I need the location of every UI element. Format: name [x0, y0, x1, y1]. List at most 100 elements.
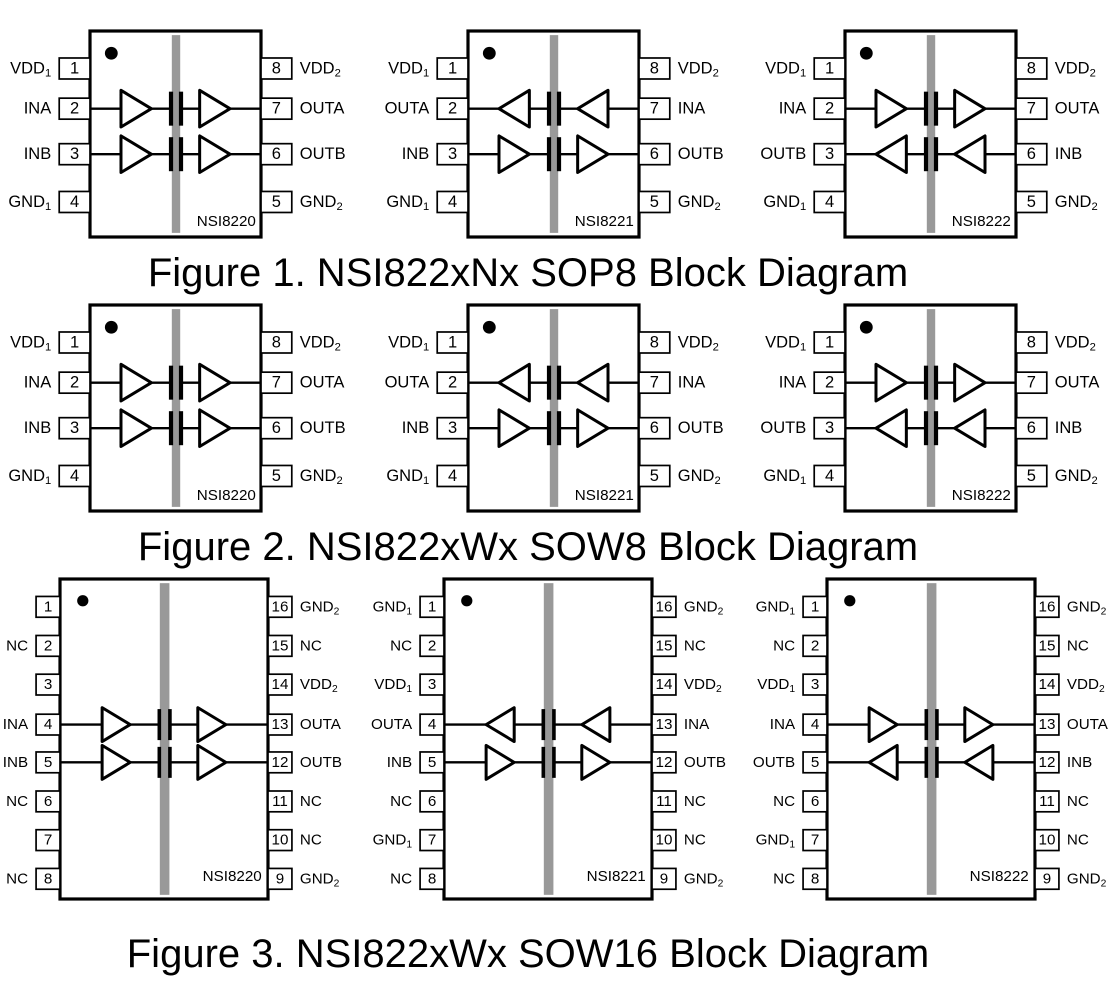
svg-text:6: 6	[272, 419, 281, 437]
svg-text:3: 3	[448, 419, 457, 437]
svg-text:NSI8222: NSI8222	[952, 487, 1011, 504]
svg-text:6: 6	[1027, 419, 1036, 437]
svg-text:NC: NC	[6, 870, 28, 887]
svg-text:NC: NC	[6, 793, 28, 810]
svg-text:5: 5	[272, 193, 281, 211]
svg-text:7: 7	[272, 374, 281, 392]
svg-text:2: 2	[825, 100, 834, 118]
svg-text:5: 5	[44, 754, 52, 771]
svg-text:NC: NC	[684, 637, 706, 654]
svg-text:2: 2	[811, 637, 819, 654]
svg-text:2: 2	[825, 374, 834, 392]
svg-text:1: 1	[44, 598, 52, 615]
svg-text:6: 6	[1027, 145, 1036, 163]
svg-text:15: 15	[656, 637, 673, 654]
svg-text:8: 8	[428, 870, 436, 887]
svg-text:OUTA: OUTA	[371, 716, 413, 733]
svg-text:2: 2	[448, 100, 457, 118]
svg-text:Figure 2. NSI822xWx SOW8 Block: Figure 2. NSI822xWx SOW8 Block Diagram	[138, 525, 918, 569]
svg-text:NC: NC	[684, 793, 706, 810]
svg-text:5: 5	[428, 754, 436, 771]
svg-text:INA: INA	[779, 100, 807, 118]
svg-text:1: 1	[428, 598, 436, 615]
svg-text:NC: NC	[773, 870, 795, 887]
svg-text:OUTA: OUTA	[1067, 716, 1109, 733]
svg-text:9: 9	[276, 870, 284, 887]
svg-text:GND1: GND1	[763, 193, 806, 213]
svg-text:8: 8	[44, 870, 52, 887]
svg-text:INA: INA	[684, 716, 710, 733]
svg-text:NC: NC	[1067, 637, 1089, 654]
svg-text:GND1: GND1	[386, 193, 429, 213]
svg-text:Figure 3. NSI822xWx SOW16 Bloc: Figure 3. NSI822xWx SOW16 Block Diagram	[127, 932, 929, 976]
svg-text:2: 2	[70, 374, 79, 392]
svg-text:4: 4	[448, 467, 457, 485]
svg-text:3: 3	[825, 419, 834, 437]
svg-text:OUTB: OUTB	[684, 754, 726, 771]
svg-text:OUTA: OUTA	[1055, 374, 1100, 392]
svg-text:3: 3	[428, 676, 436, 693]
svg-text:5: 5	[272, 467, 281, 485]
svg-text:8: 8	[272, 59, 281, 77]
svg-text:OUTB: OUTB	[300, 419, 346, 437]
svg-text:8: 8	[272, 333, 281, 351]
svg-text:NC: NC	[300, 832, 322, 849]
svg-text:9: 9	[1043, 870, 1051, 887]
svg-text:INB: INB	[1055, 419, 1083, 437]
svg-text:NC: NC	[773, 637, 795, 654]
svg-text:6: 6	[44, 793, 52, 810]
svg-text:6: 6	[811, 793, 819, 810]
svg-text:1: 1	[448, 59, 457, 77]
svg-text:8: 8	[650, 333, 659, 351]
svg-text:NC: NC	[300, 793, 322, 810]
svg-text:OUTB: OUTB	[678, 419, 724, 437]
svg-text:10: 10	[272, 832, 289, 849]
svg-text:12: 12	[656, 754, 673, 771]
svg-text:2: 2	[44, 637, 52, 654]
svg-text:NC: NC	[1067, 793, 1089, 810]
svg-text:6: 6	[650, 419, 659, 437]
svg-text:8: 8	[650, 59, 659, 77]
svg-text:3: 3	[44, 676, 52, 693]
svg-text:12: 12	[272, 754, 289, 771]
svg-text:NC: NC	[390, 637, 412, 654]
svg-text:12: 12	[1039, 754, 1056, 771]
svg-text:OUTB: OUTB	[760, 419, 806, 437]
svg-text:6: 6	[650, 145, 659, 163]
svg-text:14: 14	[272, 676, 289, 693]
svg-text:OUTA: OUTA	[385, 374, 430, 392]
svg-text:Figure 1. NSI822xNx SOP8 Block: Figure 1. NSI822xNx SOP8 Block Diagram	[148, 251, 908, 295]
svg-text:9: 9	[660, 870, 668, 887]
svg-text:8: 8	[1027, 59, 1036, 77]
svg-text:13: 13	[272, 716, 289, 733]
svg-text:INA: INA	[678, 100, 706, 118]
svg-text:11: 11	[1039, 793, 1055, 810]
svg-text:10: 10	[1039, 832, 1056, 849]
svg-text:GND2: GND2	[678, 467, 721, 487]
svg-text:INA: INA	[770, 716, 796, 733]
svg-text:INA: INA	[24, 374, 52, 392]
svg-text:2: 2	[448, 374, 457, 392]
svg-text:4: 4	[448, 193, 457, 211]
svg-text:5: 5	[650, 467, 659, 485]
svg-text:NC: NC	[300, 637, 322, 654]
svg-text:13: 13	[1039, 716, 1056, 733]
svg-text:7: 7	[44, 832, 52, 849]
svg-text:NSI8220: NSI8220	[203, 868, 262, 885]
svg-text:2: 2	[70, 100, 79, 118]
svg-text:OUTA: OUTA	[385, 100, 430, 118]
svg-text:1: 1	[825, 59, 834, 77]
svg-text:4: 4	[825, 467, 834, 485]
svg-text:1: 1	[811, 598, 819, 615]
svg-text:GND1: GND1	[386, 467, 429, 487]
svg-text:1: 1	[448, 333, 457, 351]
svg-text:6: 6	[428, 793, 436, 810]
svg-text:14: 14	[656, 676, 673, 693]
svg-text:7: 7	[811, 832, 819, 849]
svg-text:GND2: GND2	[1055, 193, 1098, 213]
svg-text:OUTB: OUTB	[678, 145, 724, 163]
svg-text:7: 7	[272, 100, 281, 118]
svg-text:1: 1	[70, 333, 79, 351]
svg-text:3: 3	[70, 145, 79, 163]
svg-text:4: 4	[825, 193, 834, 211]
